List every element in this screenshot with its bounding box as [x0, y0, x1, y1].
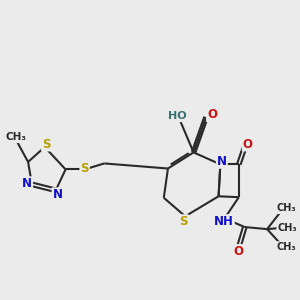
- Text: N: N: [217, 155, 227, 168]
- Text: CH₃: CH₃: [5, 132, 26, 142]
- Text: N: N: [22, 177, 32, 190]
- Text: NH: NH: [214, 215, 234, 228]
- Text: HO: HO: [169, 111, 187, 121]
- Text: CH₃: CH₃: [277, 242, 296, 252]
- Text: CH₃: CH₃: [277, 203, 296, 213]
- Text: O: O: [243, 137, 253, 151]
- Text: O: O: [207, 108, 217, 121]
- Text: N: N: [52, 188, 62, 201]
- Text: CH₃: CH₃: [277, 223, 297, 232]
- Text: S: S: [179, 215, 188, 228]
- Text: S: S: [42, 137, 50, 151]
- Text: O: O: [234, 245, 244, 258]
- Text: S: S: [80, 162, 89, 175]
